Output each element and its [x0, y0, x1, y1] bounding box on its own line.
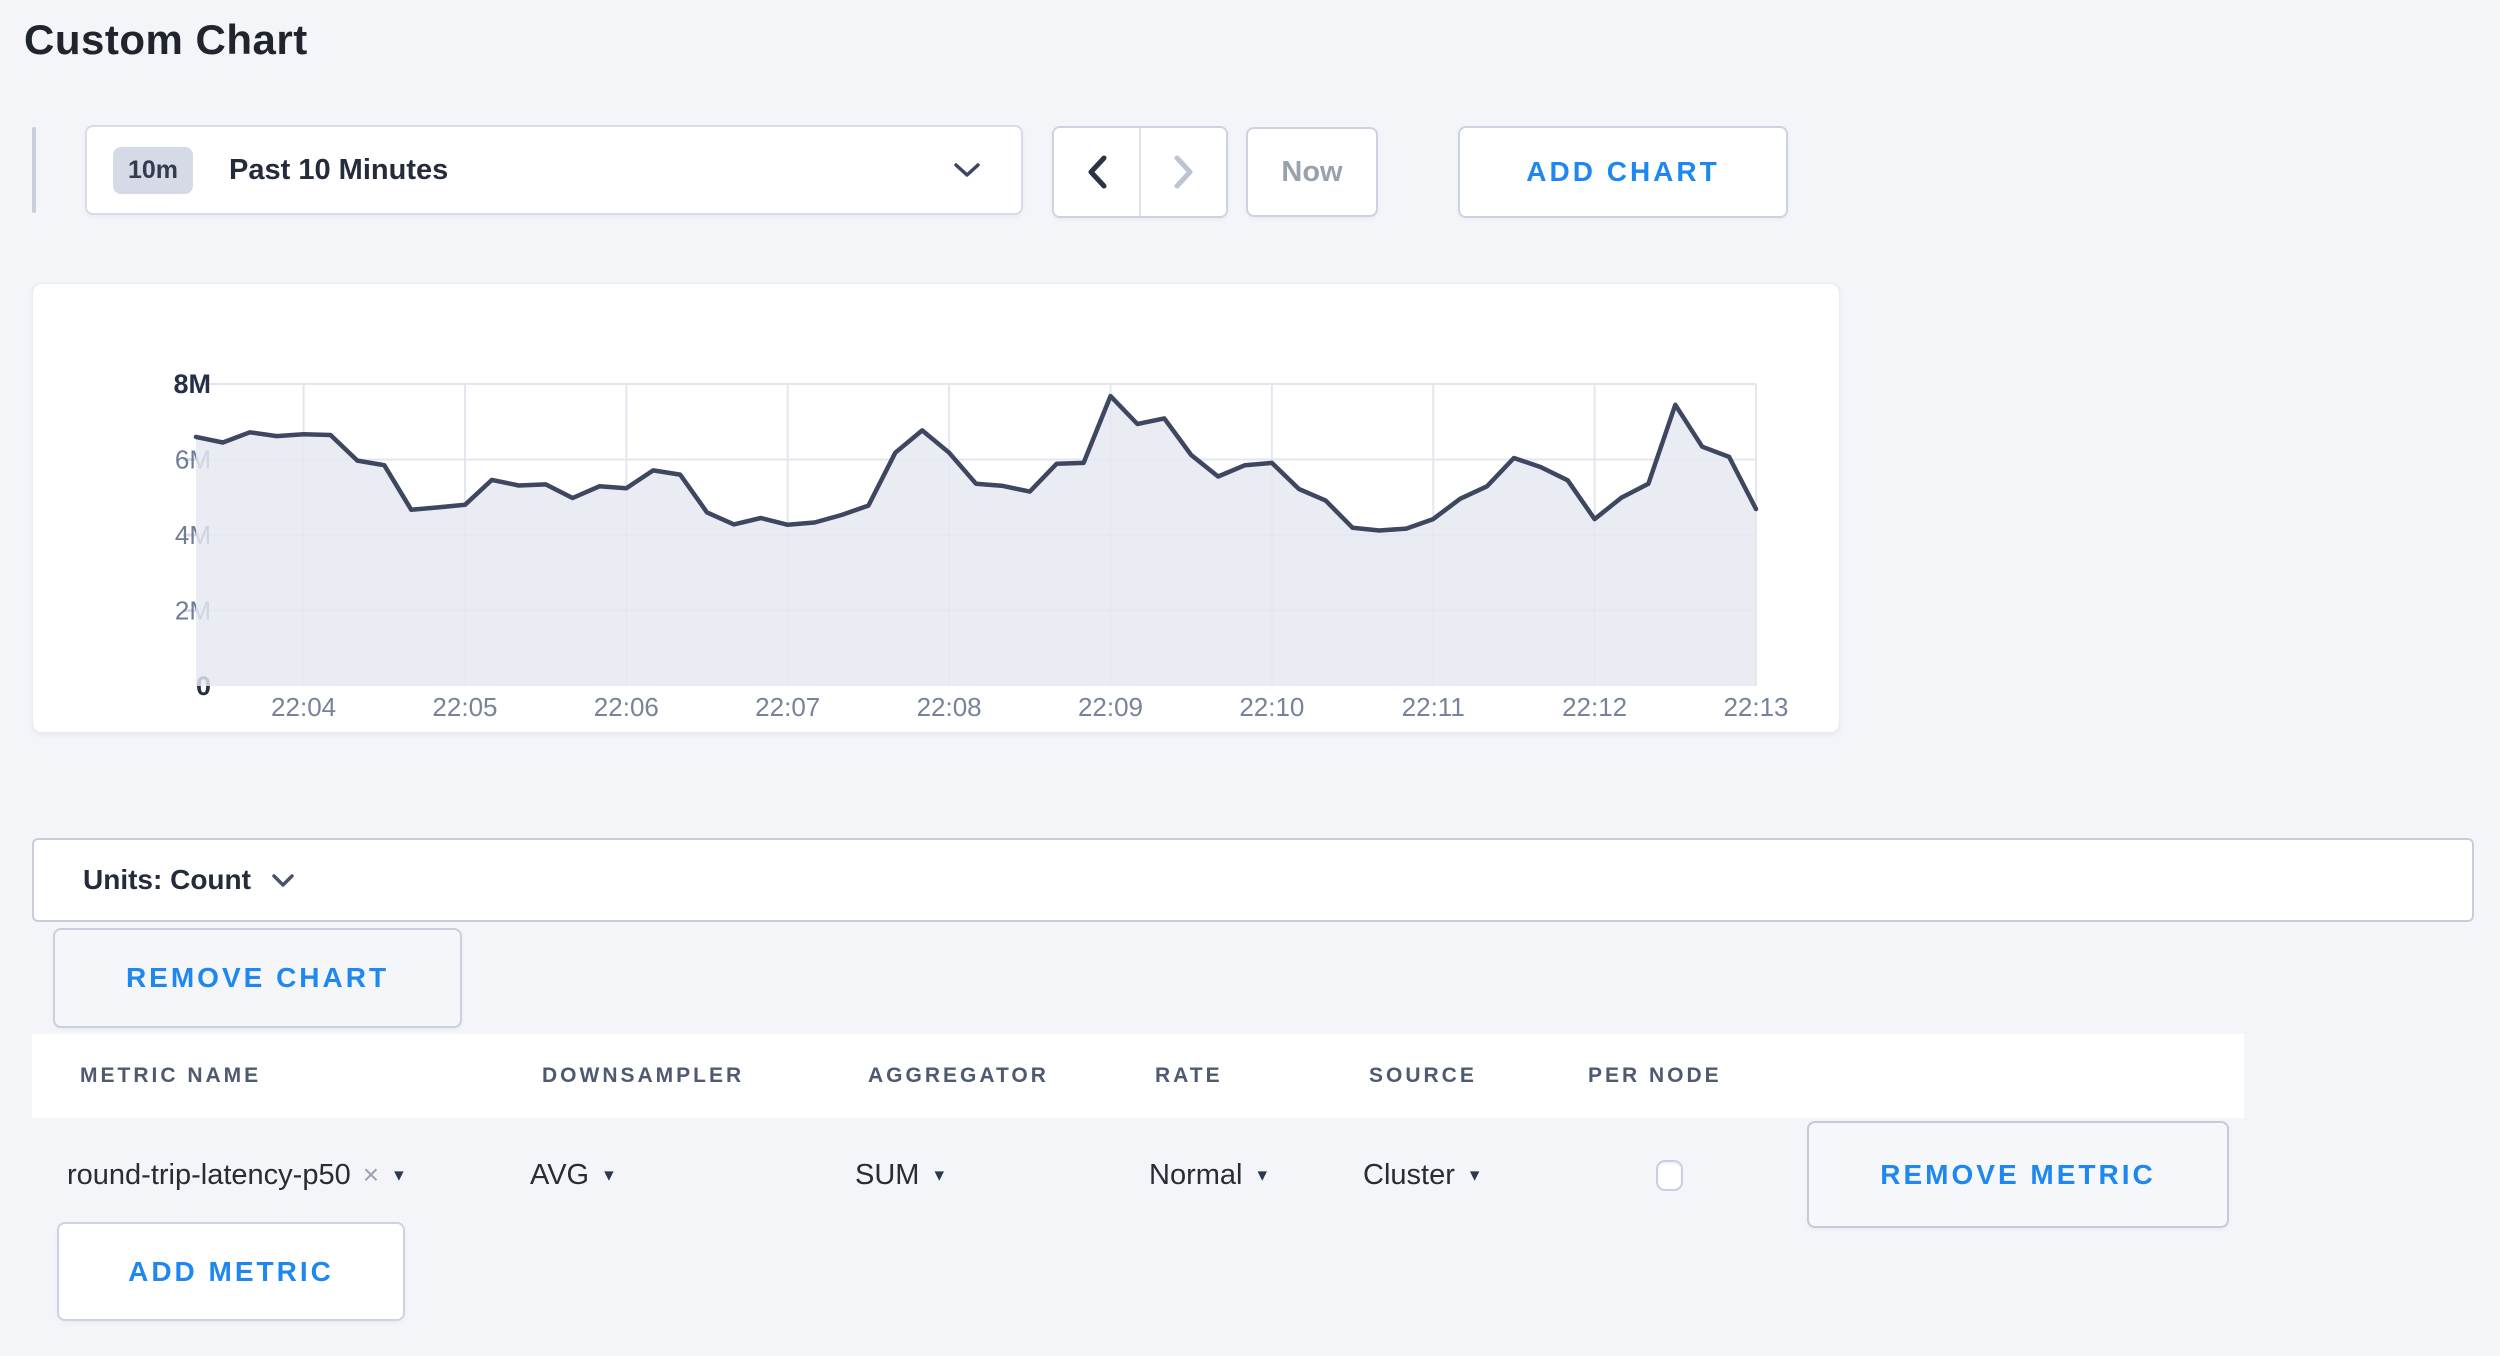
downsampler-select[interactable]: AVG ▾: [530, 1118, 614, 1232]
svg-text:22:09: 22:09: [1078, 692, 1143, 722]
chart-card: 02M4M6M8M22:0422:0522:0622:0722:0822:092…: [32, 283, 1840, 733]
svg-text:22:06: 22:06: [594, 692, 659, 722]
units-select[interactable]: Units: Count: [32, 838, 2474, 922]
source-value: Cluster: [1363, 1158, 1455, 1191]
metrics-table-header: METRIC NAME DOWNSAMPLER AGGREGATOR RATE …: [32, 1034, 2244, 1118]
remove-chart-button[interactable]: REMOVE CHART: [53, 928, 462, 1028]
column-header-per-node: PER NODE: [1588, 1064, 1722, 1087]
chevron-down-icon: [271, 873, 295, 888]
svg-text:22:05: 22:05: [432, 692, 497, 722]
chevron-left-icon: [1086, 155, 1108, 189]
svg-text:22:10: 22:10: [1239, 692, 1304, 722]
time-back-button[interactable]: [1054, 128, 1141, 216]
aggregator-value: SUM: [855, 1158, 920, 1191]
chevron-right-icon: [1173, 155, 1195, 189]
units-label: Units: Count: [83, 864, 251, 895]
svg-text:22:08: 22:08: [917, 692, 982, 722]
time-nav-group: [1052, 126, 1228, 218]
caret-down-icon: ▾: [1469, 1164, 1480, 1186]
downsampler-value: AVG: [530, 1158, 590, 1191]
add-chart-button[interactable]: ADD CHART: [1458, 126, 1788, 218]
clear-metric-icon[interactable]: ×: [362, 1159, 380, 1190]
column-header-rate: RATE: [1155, 1064, 1223, 1087]
aggregator-select[interactable]: SUM ▾: [855, 1118, 944, 1232]
caret-down-icon: ▾: [934, 1164, 944, 1186]
column-header-source: SOURCE: [1369, 1064, 1477, 1087]
add-metric-button[interactable]: ADD METRIC: [57, 1222, 405, 1321]
caret-down-icon: ▾: [394, 1164, 404, 1186]
now-button[interactable]: Now: [1246, 127, 1378, 217]
metric-name-select[interactable]: round-trip-latency-p50 × ▾: [67, 1118, 404, 1232]
timeseries-chart-canvas: 02M4M6M8M22:0422:0522:0622:0722:0822:092…: [33, 284, 1839, 737]
rate-select[interactable]: Normal ▾: [1149, 1118, 1267, 1232]
per-node-cell: [1656, 1118, 1683, 1232]
chevron-down-icon: [953, 161, 981, 179]
page-title: Custom Chart: [24, 16, 308, 63]
svg-text:22:12: 22:12: [1562, 692, 1627, 722]
column-header-metric-name: METRIC NAME: [80, 1064, 262, 1087]
svg-text:22:11: 22:11: [1402, 692, 1465, 722]
svg-text:22:04: 22:04: [271, 692, 336, 722]
metric-row: round-trip-latency-p50 × ▾ AVG ▾ SUM ▾ N…: [32, 1118, 2468, 1232]
column-header-downsampler: DOWNSAMPLER: [542, 1064, 745, 1087]
svg-text:8M: 8M: [173, 369, 211, 399]
remove-metric-button[interactable]: REMOVE METRIC: [1807, 1121, 2229, 1228]
caret-down-icon: ▾: [604, 1164, 614, 1186]
source-select[interactable]: Cluster ▾: [1363, 1118, 1479, 1232]
time-forward-button[interactable]: [1141, 128, 1226, 216]
rate-value: Normal: [1149, 1158, 1243, 1191]
svg-text:22:13: 22:13: [1723, 692, 1788, 722]
per-node-checkbox[interactable]: [1656, 1159, 1683, 1191]
svg-text:22:07: 22:07: [755, 692, 820, 722]
caret-down-icon: ▾: [1257, 1164, 1268, 1186]
time-range-select[interactable]: 10m Past 10 Minutes: [85, 125, 1023, 215]
time-range-accent-divider: [32, 127, 36, 213]
column-header-aggregator: AGGREGATOR: [868, 1064, 1049, 1087]
time-window-label: Past 10 Minutes: [229, 153, 449, 186]
metric-name-value: round-trip-latency-p50: [67, 1158, 351, 1191]
time-window-badge: 10m: [113, 146, 194, 194]
